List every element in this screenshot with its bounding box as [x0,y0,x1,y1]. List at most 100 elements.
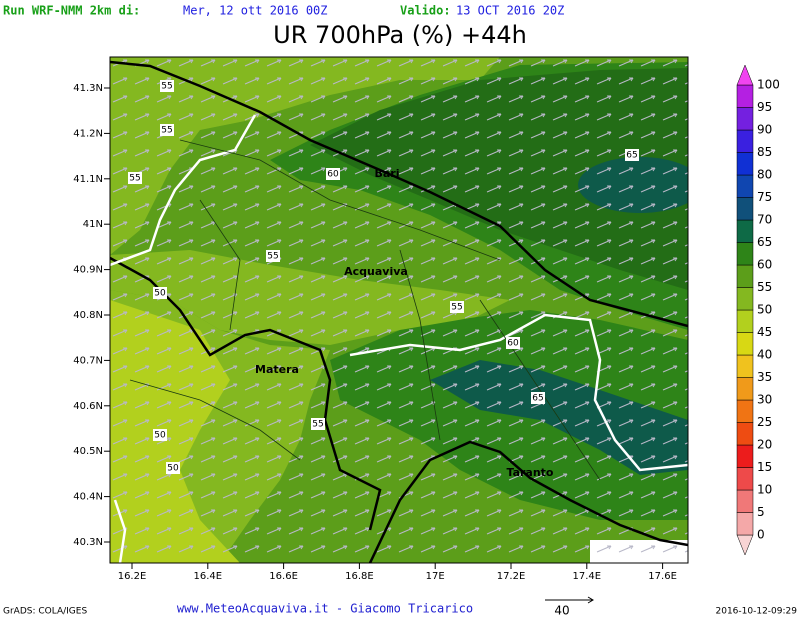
lat-label: 40.6N [73,401,103,412]
colorbar-segment [736,264,754,288]
contour-label-box [153,429,167,441]
place-name: Taranto [506,466,553,479]
colorbar-segment [736,152,754,176]
contour-label: 50 [154,431,166,441]
contour-label-box [160,124,174,136]
vector-scale: 40 [554,604,569,618]
colorbar-label: 35 [757,370,772,384]
lon-label: 16.6E [269,571,298,582]
lat-label: 40.8N [73,310,103,321]
lat-label: 40.7N [73,355,103,366]
colorbar-end [736,534,754,556]
place-name: Matera [255,363,299,376]
colorbar-label: 55 [757,280,772,294]
colorbar-segment [736,422,754,446]
lat-label: 40.3N [73,537,103,548]
contour-label-box [625,149,639,161]
colorbar-end [736,64,754,86]
colorbar-label: 0 [757,528,765,542]
colorbar-segment [736,489,754,513]
place-name: Acquaviva [344,265,408,278]
colorbar-label: 100 [757,78,780,92]
colorbar-segment [736,354,754,378]
contour-label-box [506,337,520,349]
colorbar-segment [736,399,754,423]
coastline [110,60,688,328]
contour-label: 50 [154,289,166,299]
lon-label: 17E [426,571,445,582]
contour-label: 60 [507,339,519,349]
colorbar-segment [736,129,754,153]
municipal-borders [129,139,601,481]
lon-label: 16.2E [118,571,147,582]
lat-label: 40.5N [73,446,103,457]
colorbar-segment [736,219,754,243]
colorbar-label: 20 [757,438,772,452]
colorbar-label: 30 [757,393,772,407]
colorbar-segment [736,377,754,401]
run-label: Run WRF-NMM 2km di: [3,4,140,18]
colorbar: 0 5 10 15 20 25 30 35 40 45 50 55 60 65 70 75 80 85 90 95 10… [736,64,780,556]
contour-label-box [326,168,340,180]
colorbar-label: 85 [757,145,772,159]
lat-label: 41.2N [73,128,103,139]
colorbar-label: 45 [757,325,772,339]
colorbar-segment [736,84,754,108]
contour-label-box [450,301,464,313]
valid-label: Valido: [400,4,451,18]
run-date: Mer, 12 ott 2016 00Z [183,4,328,18]
colorbar-label: 50 [757,303,772,317]
lat-label: 40.9N [73,265,103,276]
place-name: Bari [374,167,399,180]
contour-label: 55 [129,174,140,184]
contour-label-box [128,172,142,184]
wind-vectors [110,57,688,563]
colorbar-label: 75 [757,190,772,204]
contour-label-box [266,250,280,262]
colorbar-segment [736,242,754,266]
colorbar-label: 40 [757,348,772,362]
contour-label: 65 [626,151,637,161]
site-credit: www.MeteoAcquaviva.it - Giacomo Tricaric… [177,602,473,616]
contour-label-box [531,392,545,404]
colorbar-segment [736,107,754,131]
colorbar-segment [736,467,754,491]
lon-label: 16.8E [345,571,374,582]
colorbar-segment [736,287,754,311]
colorbar-label: 70 [757,213,772,227]
contour-label-box [160,80,174,92]
lat-label: 41.3N [73,83,103,94]
lon-label: 17.2E [497,571,526,582]
lat-label: 41.1N [73,174,103,185]
admin-border [110,114,688,563]
contour-label: 55 [267,252,278,262]
lat-label: 41N [83,219,103,230]
colorbar-segment [736,174,754,198]
lat-label: 40.4N [73,492,103,503]
colorbar-label: 15 [757,460,772,474]
valid-date: 13 OCT 2016 20Z [456,4,564,18]
colorbar-segment [736,309,754,333]
colorbar-label: 10 [757,483,772,497]
map-title: UR 700hPa (%) +44h [273,21,527,49]
colorbar-segment [736,512,754,536]
colorbar-segment [736,444,754,468]
coastline [368,440,688,563]
contour-label-box [166,462,180,474]
colorbar-label: 65 [757,235,772,249]
contour-label: 65 [532,394,543,404]
contour-label-box [153,287,167,299]
vector-scale-arrow [545,596,594,604]
credit: GrADS: COLA/IGES [3,607,87,617]
colorbar-label: 5 [757,505,765,519]
region-border [110,256,382,531]
plot-frame [109,56,689,564]
colorbar-label: 90 [757,123,772,137]
colorbar-label: 95 [757,100,772,114]
contour-label: 55 [312,420,323,430]
colorbar-label: 25 [757,415,772,429]
contour-label: 55 [451,303,462,313]
contour-label: 55 [161,82,172,92]
